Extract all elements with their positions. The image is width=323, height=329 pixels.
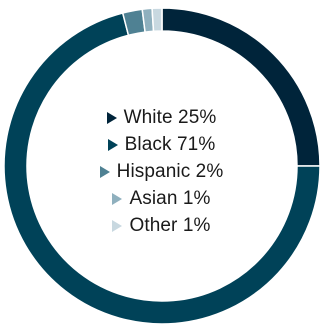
legend-arrow-icon [99, 165, 110, 178]
legend-label-hispanic: Hispanic 2% [116, 160, 224, 182]
legend-arrow-icon [112, 219, 123, 232]
donut-slice-black [3, 12, 321, 325]
legend-item-asian: Asian 1% [112, 185, 210, 212]
chart-legend: White 25% Black 71% Hispanic 2% Asian 1%… [0, 104, 323, 239]
legend-arrow-icon [107, 138, 118, 151]
legend-arrow-icon [112, 192, 123, 205]
legend-label-white: White 25% [123, 106, 217, 128]
legend-arrow-icon [106, 111, 117, 124]
legend-label-other: Other 1% [129, 214, 211, 236]
legend-item-hispanic: Hispanic 2% [99, 158, 224, 185]
legend-label-asian: Asian 1% [129, 187, 211, 209]
legend-item-white: White 25% [106, 104, 217, 131]
donut-slice-other [151, 7, 163, 33]
legend-item-black: Black 71% [107, 131, 216, 158]
legend-item-other: Other 1% [112, 212, 210, 239]
legend-label-black: Black 71% [124, 133, 216, 155]
